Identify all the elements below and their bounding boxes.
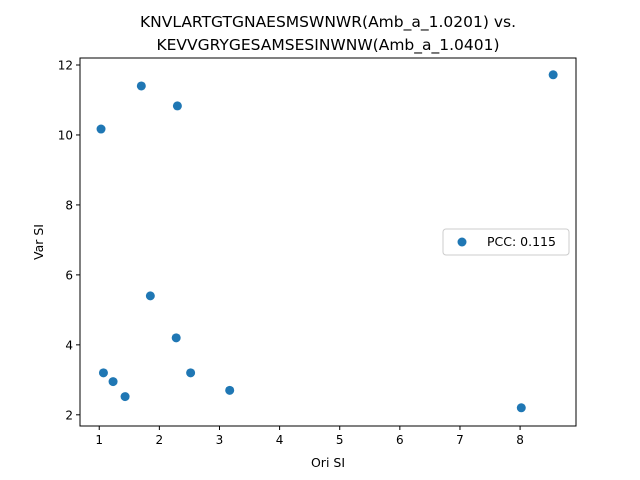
legend-label: PCC: 0.115 [487,234,556,249]
data-point [96,124,106,134]
data-point [186,368,196,378]
y-tick-label: 8 [65,198,73,212]
chart-title-line-2: KEVVGRYGESAMSESINWNW(Amb_a_1.0401) [156,36,499,55]
x-tick-label: 5 [336,433,344,447]
data-point [98,368,108,378]
y-axis-label: Var SI [31,224,46,260]
legend: PCC: 0.115 [442,228,570,256]
legend-box [442,228,570,256]
data-point [136,81,146,91]
y-tick-label: 12 [58,58,73,72]
data-point [516,403,526,413]
y-axis-ticks: 2 4 6 8 10 12 [58,58,80,422]
data-point [172,101,182,111]
x-tick-label: 2 [156,433,164,447]
y-tick-label: 4 [65,338,73,352]
x-tick-label: 6 [396,433,404,447]
y-tick-label: 10 [58,128,73,142]
y-tick-label: 2 [65,408,73,422]
y-tick-label: 6 [65,268,73,282]
x-tick-label: 1 [95,433,103,447]
data-point [548,70,558,80]
legend-marker [457,237,467,247]
x-tick-label: 7 [456,433,464,447]
data-point [225,385,235,395]
chart-title-line-1: KNVLARTGTGNAESMSWNWR(Amb_a_1.0201) vs. [140,13,516,32]
axes-frame [79,57,577,427]
data-point [120,392,130,402]
x-tick-label: 4 [276,433,284,447]
plot-area [96,70,558,413]
data-point [145,291,155,301]
x-axis-ticks: 1 2 3 4 5 6 7 8 [95,426,524,447]
data-point [108,377,118,387]
x-tick-label: 8 [516,433,524,447]
x-axis-label: Ori SI [311,455,345,470]
x-tick-label: 3 [216,433,224,447]
data-point [171,333,181,343]
